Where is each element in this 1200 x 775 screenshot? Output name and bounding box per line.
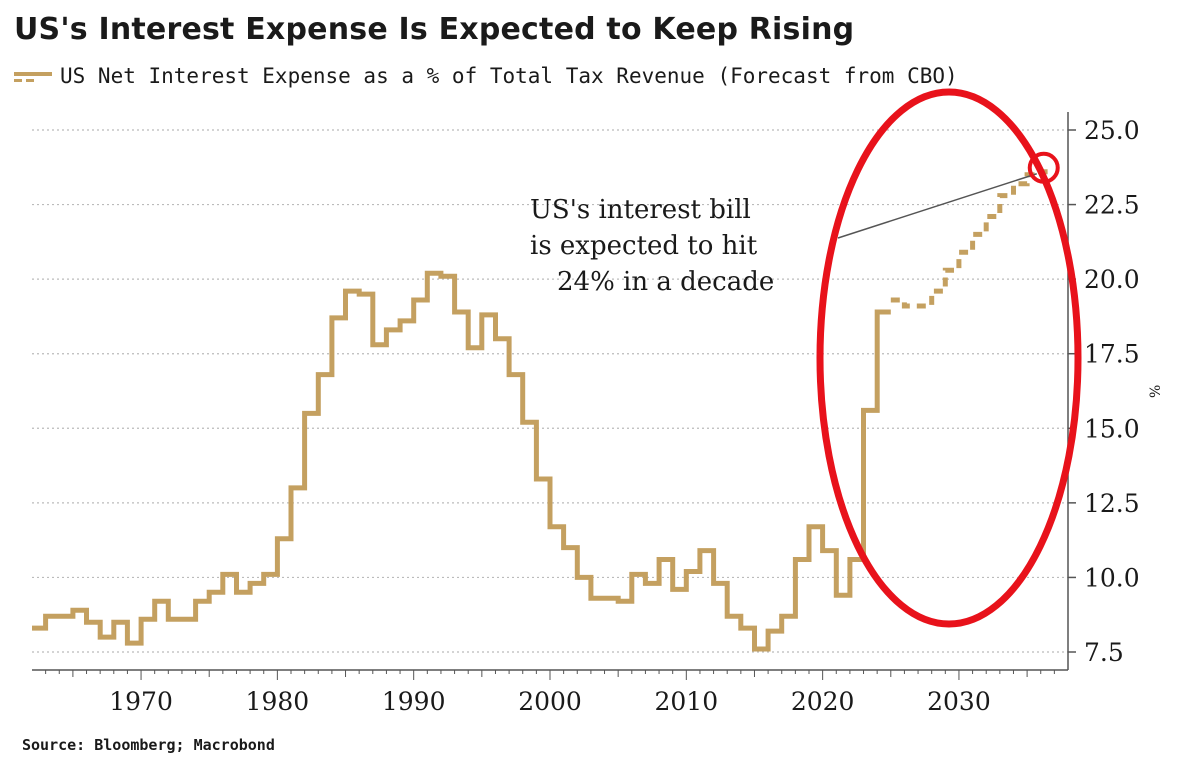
y-tick-label: 12.5 bbox=[1084, 489, 1140, 518]
y-tick-label: 22.5 bbox=[1084, 191, 1140, 220]
y-tick-label: 15.0 bbox=[1084, 414, 1140, 443]
axes bbox=[32, 112, 1076, 680]
chart-title: US's Interest Expense Is Expected to Kee… bbox=[14, 12, 855, 47]
forecast-series-line bbox=[890, 169, 1055, 309]
legend: US Net Interest Expense as a % of Total … bbox=[14, 62, 958, 90]
historical-series-line bbox=[32, 270, 891, 652]
annotation-leader-line bbox=[837, 173, 1037, 239]
annotation-text-line: US's interest bill bbox=[530, 195, 751, 225]
highlight-ellipse bbox=[816, 88, 1082, 628]
x-tick-label: 2030 bbox=[927, 687, 991, 716]
y-tick-label: 20.0 bbox=[1084, 265, 1140, 294]
y-unit-label: % bbox=[1148, 385, 1164, 398]
y-tick-label: 7.5 bbox=[1084, 638, 1124, 667]
y-tick-label: 10.0 bbox=[1084, 563, 1140, 592]
y-tick-label: 17.5 bbox=[1084, 340, 1140, 369]
x-tick-label: 1980 bbox=[246, 687, 310, 716]
legend-swatch bbox=[14, 69, 54, 83]
x-tick-label: 2000 bbox=[518, 687, 582, 716]
annotation-text-line: is expected to hit bbox=[530, 231, 758, 261]
series-group bbox=[32, 169, 1055, 652]
legend-label: US Net Interest Expense as a % of Total … bbox=[60, 64, 958, 88]
y-tick-label: 25.0 bbox=[1084, 116, 1140, 145]
y-tick-labels: 25.0 22.5 20.0 17.5 15.0 12.5 10.0 7.5% bbox=[1084, 116, 1164, 667]
annotation-text-line: 24% in a decade bbox=[557, 267, 774, 297]
highlight-circle bbox=[1027, 151, 1060, 184]
x-tick-label: 2010 bbox=[655, 687, 719, 716]
x-tick-label: 2020 bbox=[791, 687, 855, 716]
x-tick-label: 1990 bbox=[382, 687, 446, 716]
source-note: Source: Bloomberg; Macrobond bbox=[22, 736, 275, 754]
x-tick-labels: 1970 1980 1990 2000 2010 2020 2030 bbox=[109, 687, 991, 716]
x-tick-label: 1970 bbox=[109, 687, 173, 716]
annotation-group: US's interest bill is expected to hit 24% … bbox=[530, 88, 1082, 628]
